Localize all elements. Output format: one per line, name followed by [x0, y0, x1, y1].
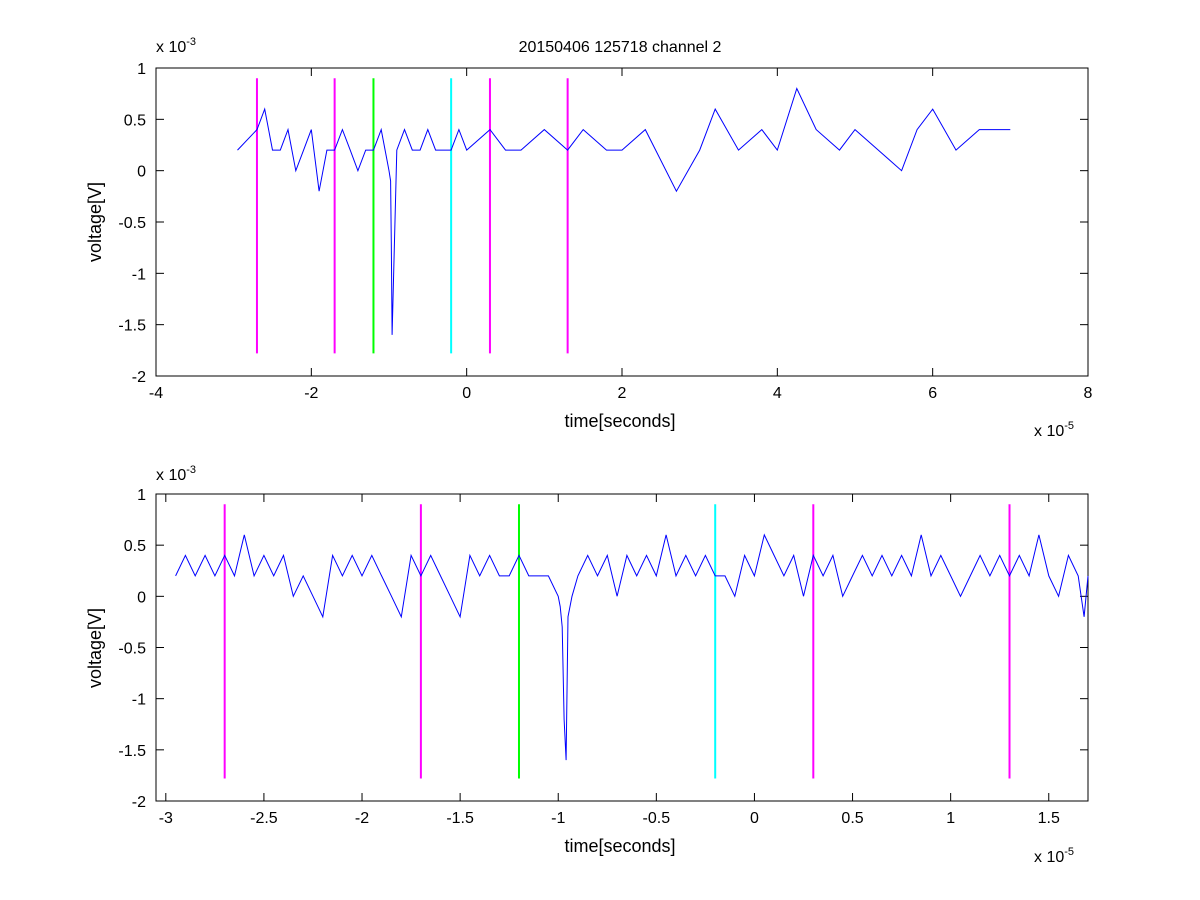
bottom-x-multiplier: x 10-5 — [1034, 846, 1074, 866]
top-y-tick-label: -0.5 — [118, 215, 146, 232]
top-y-tick-label: -1 — [132, 266, 146, 283]
bottom-y-multiplier: x 10-3 — [156, 464, 196, 484]
bottom-plot: 1 0.5 0 -0.5 -1 -1.5 -2 -3 -2.5 -2 -1.5 -1 -0.5 0 0.5… — [85, 464, 1089, 866]
top-x-tick-label: 0 — [462, 385, 471, 402]
bottom-y-tick-label: 0 — [137, 589, 146, 606]
bottom-x-label: time[seconds] — [564, 836, 675, 856]
bottom-x-tick-label: -2.5 — [250, 810, 278, 827]
top-x-multiplier: x 10-5 — [1034, 420, 1074, 440]
bottom-x-ticks: -3 -2.5 -2 -1.5 -1 -0.5 0 0.5 1 1.5 — [159, 494, 1060, 827]
bottom-x-tick-label: -1 — [551, 810, 565, 827]
top-series — [237, 87, 1011, 335]
top-voltage-trace — [237, 87, 1011, 335]
top-x-tick-label: 6 — [928, 385, 937, 402]
bottom-y-tick-label: -1.5 — [118, 743, 146, 760]
bottom-x-tick-label: -1.5 — [446, 810, 474, 827]
bottom-series — [175, 533, 1089, 761]
bottom-x-tick-label: -2 — [355, 810, 369, 827]
top-y-ticks: 1 0.5 0 -0.5 -1 -1.5 -2 — [118, 61, 1088, 386]
bottom-x-tick-label: -3 — [159, 810, 173, 827]
bottom-y-label: voltage[V] — [85, 608, 105, 688]
top-y-tick-label: -2 — [132, 369, 146, 386]
top-y-tick-label: 0.5 — [124, 112, 146, 129]
top-x-tick-label: 8 — [1084, 385, 1093, 402]
top-y-tick-label: -1.5 — [118, 318, 146, 335]
bottom-x-tick-label: 0 — [750, 810, 759, 827]
bottom-x-tick-label: -0.5 — [643, 810, 671, 827]
top-y-tick-label: 0 — [137, 164, 146, 181]
bottom-x-tick-label: 1.5 — [1038, 810, 1060, 827]
top-x-tick-label: -2 — [304, 385, 318, 402]
bottom-y-tick-label: -0.5 — [118, 641, 146, 658]
top-x-tick-label: 4 — [773, 385, 782, 402]
top-x-label: time[seconds] — [564, 411, 675, 431]
top-plot: 10.50-0.5-1-1.5-2 -4 -2 0 2 4 6 8 x 10-3 time[… — [85, 36, 1093, 440]
top-y-tick-label: 1 — [137, 61, 146, 78]
top-marker-lines — [255, 78, 569, 354]
top-y-label: voltage[V] — [85, 182, 105, 262]
top-x-tick-label: 2 — [618, 385, 627, 402]
top-x-tick-label: -4 — [149, 385, 163, 402]
bottom-y-ticks: 1 0.5 0 -0.5 -1 -1.5 -2 — [118, 487, 1088, 811]
bottom-y-tick-label: -1 — [132, 692, 146, 709]
bottom-x-tick-label: 1 — [946, 810, 955, 827]
top-x-ticks: -4 -2 0 2 4 6 8 — [149, 68, 1093, 402]
bottom-x-tick-label: 0.5 — [841, 810, 863, 827]
top-y-multiplier: x 10-3 — [156, 36, 196, 56]
bottom-y-tick-label: 0.5 — [124, 538, 146, 555]
bottom-plot-area — [155, 493, 1089, 802]
figure-title: 20150406 125718 channel 2 — [519, 39, 722, 56]
bottom-y-tick-label: -2 — [132, 794, 146, 811]
bottom-marker-lines — [223, 504, 1011, 779]
top-plot-area — [155, 67, 1089, 377]
bottom-y-tick-label: 1 — [137, 487, 146, 504]
bottom-voltage-trace — [175, 533, 1089, 761]
